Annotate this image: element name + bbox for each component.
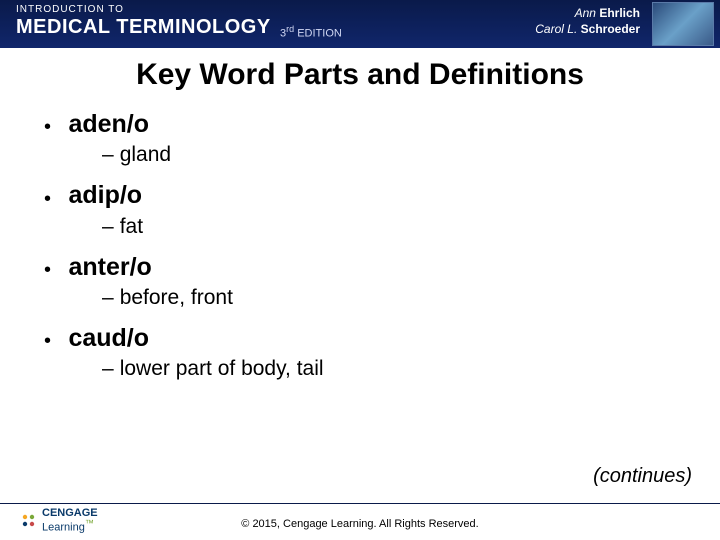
author-1-last: Ehrlich — [599, 6, 640, 20]
dash-icon: – — [102, 143, 114, 166]
term-row: • aden/o — [44, 110, 680, 139]
definition-row: –lower part of body, tail — [44, 357, 680, 381]
author-1-first: Ann — [575, 6, 596, 20]
author-2-last: Schroeder — [581, 22, 640, 36]
term-row: • caud/o — [44, 324, 680, 353]
authors-block: Ann Ehrlich Carol L. Schroeder — [535, 6, 640, 37]
book-main-title: MEDICAL TERMINOLOGY — [16, 16, 271, 39]
dash-icon: – — [102, 215, 114, 238]
edition-word: EDITION — [297, 28, 342, 40]
footer-divider — [0, 503, 720, 504]
book-intro-text: INTRODUCTION TO — [16, 4, 124, 15]
term-text: caud/o — [68, 324, 149, 352]
author-2-first: Carol L. — [535, 22, 577, 36]
definition-text: lower part of body, tail — [120, 357, 324, 380]
definition-row: –before, front — [44, 286, 680, 310]
bullet-icon: • — [44, 116, 64, 139]
content-area: • aden/o –gland • adip/o –fat • anter/o … — [0, 92, 720, 381]
definition-row: –gland — [44, 143, 680, 167]
dash-icon: – — [102, 357, 114, 380]
copyright-text: © 2015, Cengage Learning. All Rights Res… — [0, 518, 720, 530]
header-bar: INTRODUCTION TO MEDICAL TERMINOLOGY 3rd … — [0, 0, 720, 48]
edition-suffix: rd — [286, 24, 294, 34]
author-2: Carol L. Schroeder — [535, 22, 640, 38]
cover-thumbnail — [652, 2, 714, 46]
term-text: aden/o — [68, 110, 149, 138]
continues-label: (continues) — [593, 465, 692, 488]
bullet-icon: • — [44, 188, 64, 211]
term-row: • adip/o — [44, 181, 680, 210]
definition-text: gland — [120, 143, 171, 166]
dash-icon: – — [102, 286, 114, 309]
bullet-icon: • — [44, 330, 64, 353]
definition-text: fat — [120, 215, 143, 238]
author-1: Ann Ehrlich — [535, 6, 640, 22]
bullet-icon: • — [44, 259, 64, 282]
edition-label: 3rd EDITION — [280, 24, 342, 40]
term-row: • anter/o — [44, 253, 680, 282]
slide-title: Key Word Parts and Definitions — [0, 58, 720, 92]
definition-text: before, front — [120, 286, 233, 309]
definition-row: –fat — [44, 215, 680, 239]
term-text: anter/o — [68, 253, 151, 281]
term-text: adip/o — [68, 181, 142, 209]
